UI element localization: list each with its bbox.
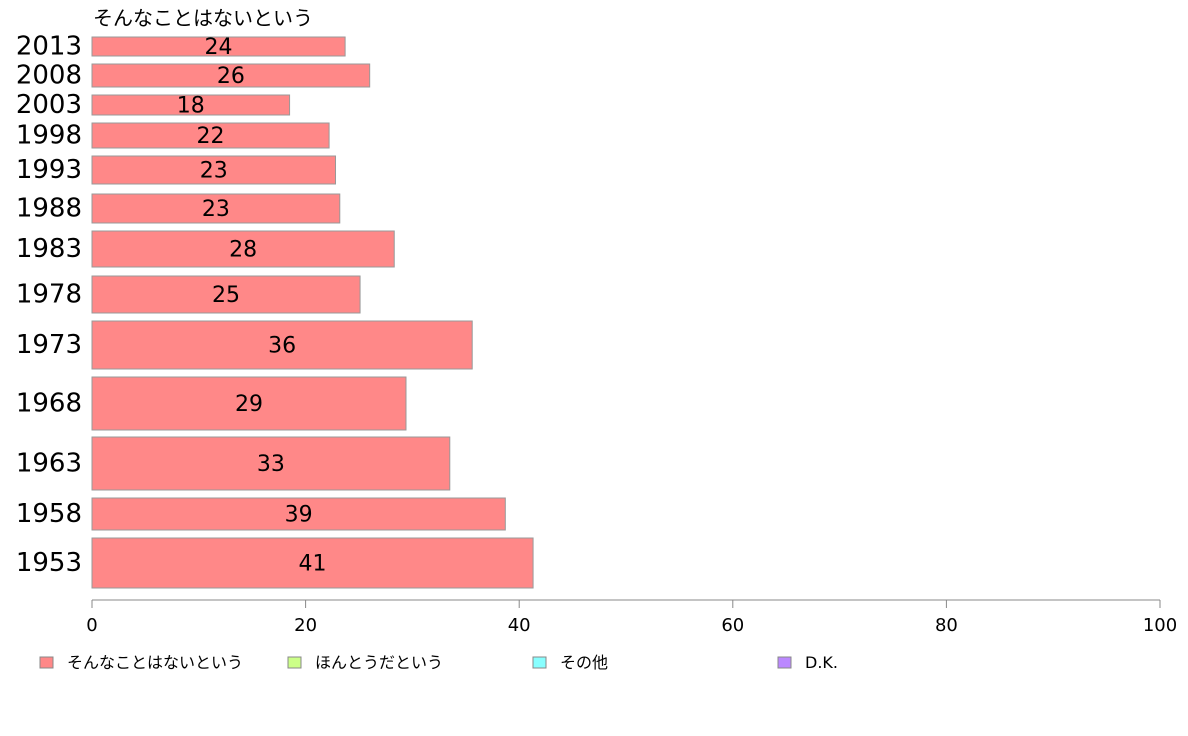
- legend-label-3: D.K.: [805, 653, 838, 672]
- bar-value-label-1958: 39: [285, 503, 313, 528]
- bar-1998: [91, 122, 330, 149]
- bar-value-label-2008: 26: [217, 64, 245, 89]
- category-label-1968: 1968: [16, 389, 82, 419]
- x-tick-label-40: 40: [508, 615, 531, 636]
- bar-value-label-1973: 36: [268, 334, 296, 359]
- bar-value-label-2013: 24: [205, 35, 233, 60]
- category-label-2013: 2013: [16, 32, 82, 62]
- bar-value-label-2003: 18: [177, 94, 205, 119]
- legend-swatch-0: [39, 656, 54, 669]
- legend-label-1: ほんとうだという: [315, 653, 443, 672]
- legend-label-0: そんなことはないという: [67, 653, 243, 672]
- bar-1973: [91, 320, 473, 370]
- bar-1963: [91, 436, 451, 491]
- bar-1983: [91, 230, 395, 268]
- bar-value-label-1993: 23: [200, 159, 228, 184]
- legend-swatch-3: [777, 656, 792, 669]
- category-label-1983: 1983: [16, 234, 82, 264]
- bar-1968: [91, 376, 407, 431]
- category-label-1978: 1978: [16, 280, 82, 310]
- bar-value-label-1998: 22: [197, 124, 225, 149]
- bar-value-label-1953: 41: [299, 552, 327, 577]
- bar-value-label-1978: 25: [212, 283, 240, 308]
- category-label-1963: 1963: [16, 449, 82, 479]
- bar-2008: [91, 63, 371, 88]
- series-label: そんなことはないという: [93, 6, 313, 30]
- legend-swatch-2: [532, 656, 547, 669]
- x-tick-label-0: 0: [86, 615, 97, 636]
- bar-1953: [91, 537, 534, 589]
- x-tick-label-20: 20: [294, 615, 317, 636]
- bar-value-label-1983: 28: [229, 238, 257, 263]
- bar-1993: [91, 155, 337, 185]
- x-tick-label-80: 80: [935, 615, 958, 636]
- bars-group: 2013 24 2008 26 2003 18 1998 22 1993 23 1988 23 1983…: [16, 32, 534, 589]
- bar-value-label-1968: 29: [235, 392, 263, 417]
- category-label-1993: 1993: [16, 155, 82, 185]
- bar-value-label-1988: 23: [202, 197, 230, 222]
- legend-swatch-1: [287, 656, 302, 669]
- legend-label-2: その他: [560, 653, 608, 672]
- x-tick-label-60: 60: [721, 615, 744, 636]
- bar-1978: [91, 275, 361, 314]
- bar-2003: [91, 94, 291, 116]
- x-tick-label-100: 100: [1143, 615, 1177, 636]
- category-label-1953: 1953: [16, 548, 82, 578]
- category-label-1958: 1958: [16, 499, 82, 529]
- category-label-1998: 1998: [16, 121, 82, 151]
- bar-1988: [91, 193, 341, 224]
- category-label-2003: 2003: [16, 90, 82, 120]
- x-axis: 0 20 40 60 80 100: [86, 599, 1177, 636]
- legend: そんなことはないという ほんとうだという その他 D.K.: [39, 653, 838, 672]
- bar-1958: [91, 497, 506, 531]
- bar-2013: [91, 36, 346, 57]
- bar-value-label-1963: 33: [257, 452, 285, 477]
- category-label-2008: 2008: [16, 61, 82, 91]
- category-label-1973: 1973: [16, 330, 82, 360]
- category-label-1988: 1988: [16, 194, 82, 224]
